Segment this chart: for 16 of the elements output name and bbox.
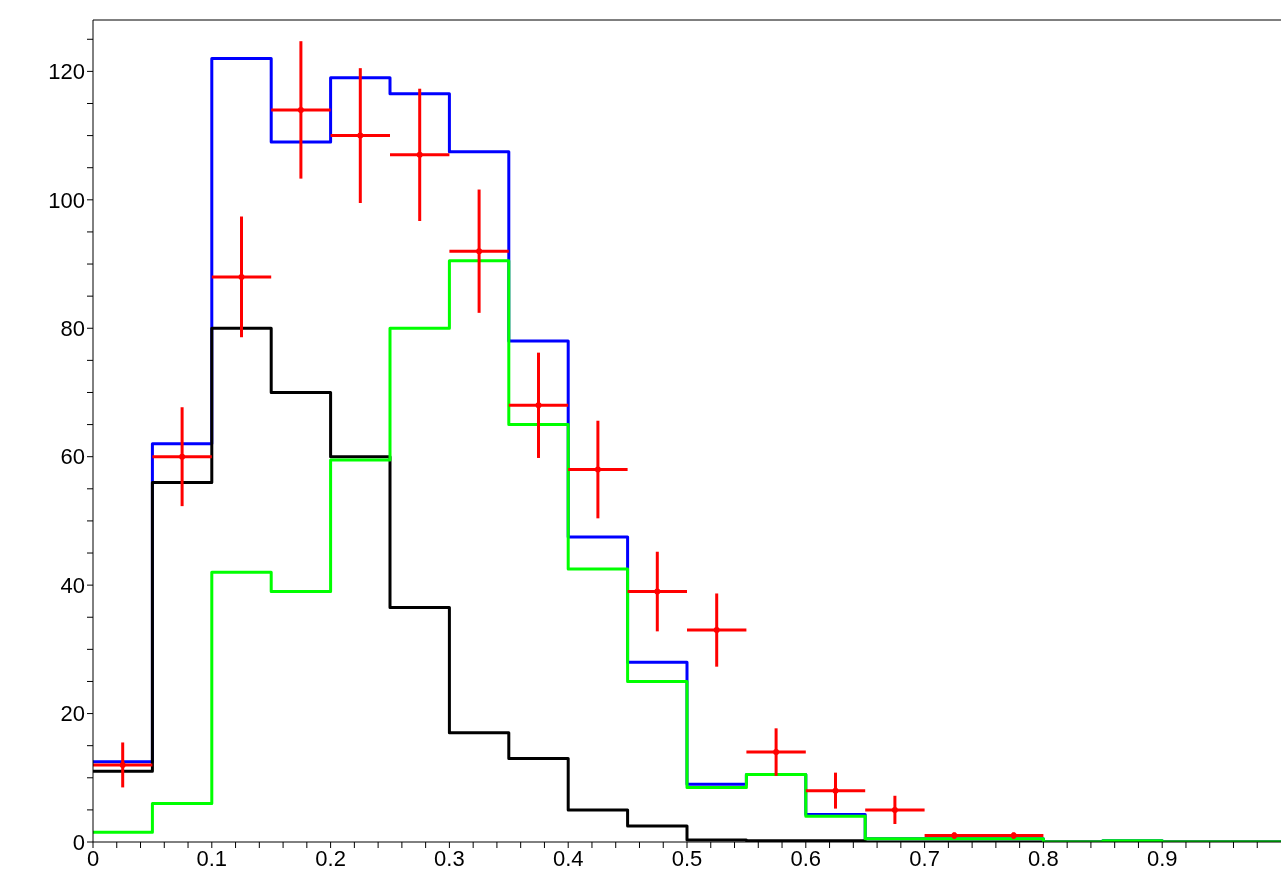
y-tick-label: 40 [60, 572, 85, 598]
x-tick-label: 0.1 [196, 845, 228, 871]
x-tick-label: 0.6 [790, 845, 822, 871]
x-tick-label: 0.4 [552, 845, 584, 871]
y-tick-label: 100 [48, 187, 85, 213]
x-tick-label: 0.9 [1146, 845, 1178, 871]
y-tick-label: 20 [60, 701, 85, 727]
x-tick-label: 0.2 [315, 845, 346, 871]
x-tick-label: 0.7 [909, 845, 940, 871]
y-tick-label: 80 [60, 316, 85, 342]
x-tick-label: 0.5 [671, 845, 703, 871]
x-tick-label: 0.8 [1028, 845, 1059, 871]
y-tick-label: 60 [60, 444, 85, 470]
y-tick-label: 120 [48, 59, 85, 85]
y-tick-label: 0 [72, 829, 85, 855]
x-tick-label: 0.3 [434, 845, 465, 871]
